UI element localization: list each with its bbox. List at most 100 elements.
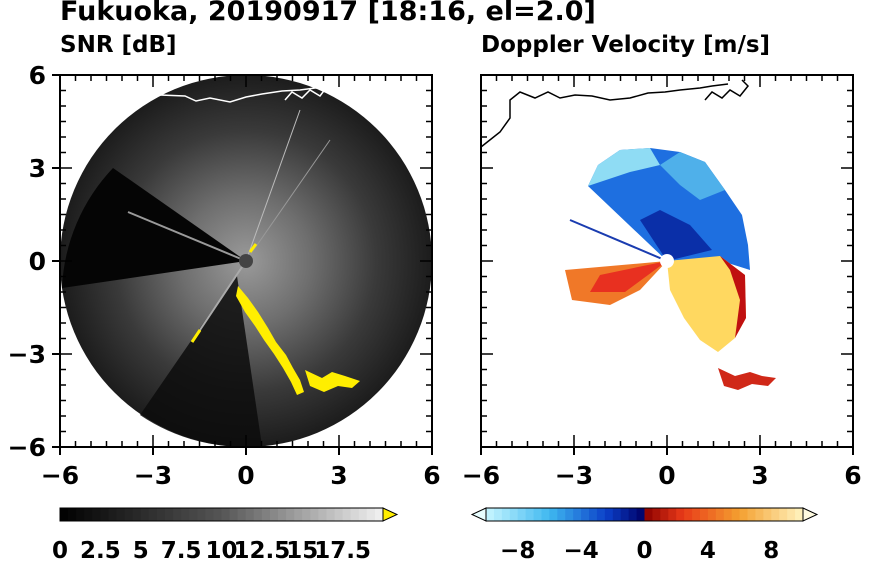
x-tick-label: 0 <box>237 461 254 490</box>
doppler-approaching-mid <box>660 152 725 200</box>
colorbar-segment <box>286 508 295 521</box>
snr-streak <box>191 260 247 343</box>
colorbar-segment <box>589 508 598 521</box>
colorbar-segment <box>541 508 550 521</box>
doppler-far-patch <box>718 368 776 390</box>
colorbar-segment <box>374 508 384 521</box>
colorbar-segment <box>565 508 574 521</box>
colorbar-segment <box>596 508 606 521</box>
panel-title-doppler: Doppler Velocity [m/s] <box>481 32 771 58</box>
snr-echo-patch <box>305 370 360 392</box>
colorbar-segment <box>358 508 368 521</box>
x-tick-label: 6 <box>844 461 861 490</box>
colorbar-segment <box>92 508 101 521</box>
colorbar-segment <box>221 508 231 521</box>
colorbar-segment <box>668 508 677 521</box>
colorbar-segment <box>140 508 150 521</box>
axis-ticks <box>52 74 854 455</box>
snr-plot-area <box>59 74 433 448</box>
colorbar-segment <box>644 508 653 521</box>
colorbar-segment <box>660 508 669 521</box>
colorbar-segment <box>294 508 303 521</box>
colorbar-segment <box>205 508 214 521</box>
y-tick-label: −3 <box>8 340 46 369</box>
colorbar-segment <box>787 508 796 521</box>
colorbar-segment <box>269 508 279 521</box>
snr-radar-center <box>239 254 253 268</box>
colorbar-segment <box>771 508 780 521</box>
doppler-receding-edge <box>720 256 746 338</box>
colorbar-tick-label: 8 <box>763 538 779 564</box>
colorbar-segment <box>620 508 630 521</box>
snr-streak <box>245 109 301 262</box>
x-tick-label: −6 <box>462 461 500 490</box>
colorbar-segment <box>350 508 360 521</box>
colorbar-segment <box>68 508 77 521</box>
colorbar-tick-label: 4 <box>700 538 716 564</box>
colorbar-segment <box>132 508 142 521</box>
snr-echo-line <box>190 329 202 343</box>
colorbar-segment <box>237 508 247 521</box>
colorbar-segment <box>517 508 527 521</box>
colorbar-segment <box>278 508 287 521</box>
x-tick-label: −3 <box>555 461 593 490</box>
snr-coastline <box>159 86 329 103</box>
doppler-colorbar: −8 −4 0 4 8 <box>470 507 819 564</box>
colorbar-segment <box>156 508 166 521</box>
colorbar-segment <box>692 508 701 521</box>
colorbar-tick-label: 15 <box>286 538 318 564</box>
x-tick-label: −3 <box>134 461 172 490</box>
colorbar-extend-min <box>470 507 487 522</box>
x-tick-label: 0 <box>658 461 675 490</box>
doppler-approaching-near <box>640 210 712 261</box>
colorbar-extend-max <box>802 507 819 522</box>
snr-echo-band <box>236 286 304 395</box>
colorbar-segment <box>181 508 190 521</box>
colorbar-segment <box>148 508 158 521</box>
colorbar-segment <box>342 508 352 521</box>
colorbar-segment <box>652 508 661 521</box>
y-tick-label: 0 <box>29 247 46 276</box>
colorbar-segment <box>723 508 733 521</box>
doppler-receding-inner <box>590 261 667 292</box>
colorbar-segment <box>245 508 255 521</box>
panel-title-snr: SNR [dB] <box>60 32 177 58</box>
colorbar-segment <box>302 508 311 521</box>
colorbar-segment <box>253 508 263 521</box>
y-tick-label: 3 <box>29 154 46 183</box>
colorbar-extend-max <box>382 507 399 522</box>
colorbar-segment <box>612 508 622 521</box>
colorbar-tick-label: −8 <box>500 538 535 564</box>
colorbar-segment <box>60 508 69 521</box>
colorbar-segment <box>549 508 558 521</box>
colorbar-tick-label: 0 <box>52 538 68 564</box>
colorbar-segment <box>676 508 685 521</box>
colorbar-segment <box>318 508 327 521</box>
colorbar-tick-label: 7.5 <box>161 538 202 564</box>
figure-title: Fukuoka, 20190917 [18:16, el=2.0] <box>60 0 596 27</box>
colorbar-segment <box>189 508 198 521</box>
x-tick-label: −6 <box>41 461 79 490</box>
colorbar-segment <box>100 508 109 521</box>
colorbar-segment <box>486 508 495 521</box>
doppler-approaching-outer <box>588 148 660 186</box>
x-tick-label: 6 <box>423 461 440 490</box>
colorbar-segment <box>795 508 804 521</box>
colorbar-tick-label: 10 <box>205 538 237 564</box>
doppler-streak <box>569 219 668 262</box>
snr-coastline-island <box>284 81 327 101</box>
colorbar-segment <box>755 508 764 521</box>
colorbar-segment <box>493 508 503 521</box>
colorbar-frame <box>485 507 804 522</box>
colorbar-segment <box>604 508 614 521</box>
colorbar-segment <box>366 508 376 521</box>
colorbar-segment <box>84 508 93 521</box>
colorbar-segment <box>628 508 638 521</box>
snr-echo-line <box>248 243 258 253</box>
colorbar-segment <box>310 508 319 521</box>
doppler-radar-center <box>660 254 674 268</box>
doppler-coastline-island <box>704 79 750 101</box>
